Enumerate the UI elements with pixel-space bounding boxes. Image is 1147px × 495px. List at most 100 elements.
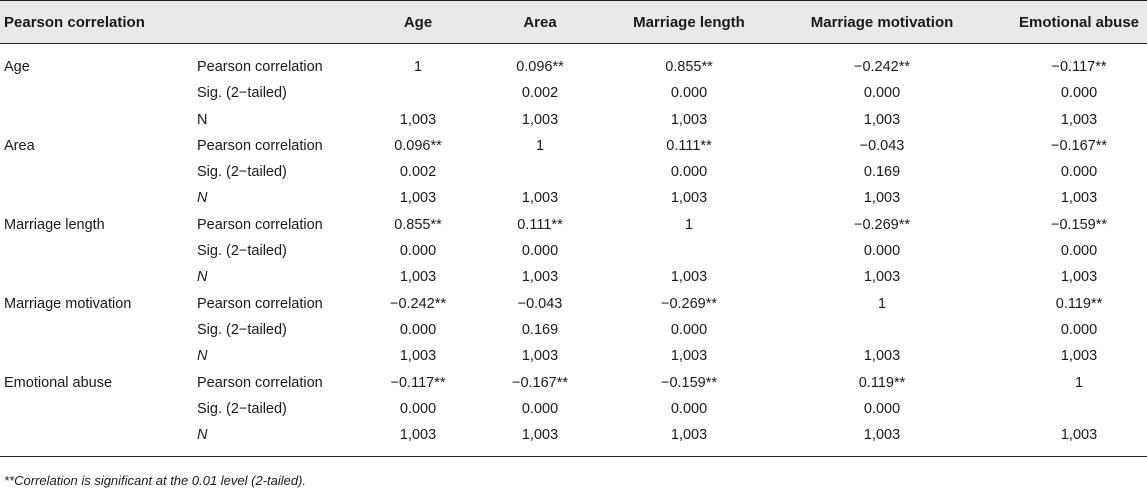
table-cell: 1	[877, 295, 887, 312]
table-cell: −0.159**	[660, 374, 718, 391]
table-body: Age Pearson correlation 1 0.096** 0.855** −0.…	[0, 44, 1147, 448]
table-row: Sig. (2−tailed) 0.000 0.000 0.000 0.000	[0, 238, 1147, 264]
table-cell: −0.242**	[389, 295, 447, 312]
table-cell: 1	[684, 216, 694, 233]
variable-label: Emotional abuse	[4, 374, 113, 391]
table-cell: 1,003	[521, 190, 559, 207]
variable-label: Marriage motivation	[4, 295, 132, 312]
table-cell: −0.269**	[660, 295, 718, 312]
header-marriage-length: Marriage length	[633, 14, 745, 31]
table-bottom-rule	[0, 456, 1147, 458]
table-cell: 0.000	[670, 400, 708, 417]
table-cell: 0.096**	[516, 59, 564, 75]
table-cell: −0.242**	[853, 59, 911, 75]
table-cell: −0.043	[859, 137, 905, 154]
table-cell: 0.000	[1060, 243, 1098, 260]
table-cell: 1,003	[399, 348, 437, 365]
table-cell: 1,003	[863, 348, 901, 365]
table-cell: 0.111**	[517, 216, 563, 233]
statistic-label: N	[197, 190, 208, 207]
table-header: Pearson correlation Age Area Marriage le…	[0, 0, 1147, 44]
table-cell: 0.855**	[665, 59, 713, 75]
table-cell: 0.119**	[1055, 295, 1103, 312]
table-cell: −0.117**	[1051, 59, 1107, 75]
table-cell: 1,003	[521, 427, 559, 444]
variable-label: Marriage length	[4, 216, 105, 233]
table-cell: −0.167**	[1050, 137, 1108, 154]
statistic-label: Sig. (2−tailed)	[197, 85, 287, 102]
table-cell: 1	[413, 59, 423, 75]
table-cell: 0.000	[521, 243, 559, 260]
table-cell: 1,003	[670, 348, 708, 365]
table-cell: 0.000	[1060, 85, 1098, 102]
table-row: Sig. (2−tailed) 0.000 0.169 0.000 0.000	[0, 317, 1147, 343]
table-row: Marriage motivation Pearson correlation −0…	[0, 291, 1147, 317]
table-cell: 1,003	[670, 269, 708, 286]
statistic-label: Pearson correlation	[197, 59, 323, 75]
header-emotional-abuse: Emotional abuse	[1018, 14, 1140, 31]
statistic-label: Sig. (2−tailed)	[197, 400, 287, 417]
table-cell: 0.000	[863, 85, 901, 102]
table-cell: 1,003	[1060, 427, 1098, 444]
table-cell: 1,003	[1060, 348, 1098, 365]
table-row: N 1,003 1,003 1,003 1,003 1,003	[0, 264, 1147, 290]
header-pearson-correlation: Pearson correlation	[4, 14, 145, 31]
table-cell: 0.000	[399, 400, 437, 417]
table-cell: 0.000	[670, 164, 708, 181]
statistic-label: Sig. (2−tailed)	[197, 321, 287, 338]
table-cell: 0.000	[1060, 164, 1098, 181]
table-cell: 0.119**	[858, 374, 906, 391]
statistic-label: Pearson correlation	[197, 374, 323, 391]
table-cell: 0.169	[863, 164, 901, 181]
statistic-label: Sig. (2−tailed)	[197, 243, 287, 260]
header-marriage-motivation: Marriage motivation	[810, 14, 954, 31]
table-cell: 0.096**	[394, 137, 442, 154]
table-cell: 1,003	[670, 111, 708, 128]
statistic-label: Pearson correlation	[197, 137, 323, 154]
table-cell: −0.117**	[390, 374, 446, 391]
table-cell: 0.002	[399, 164, 437, 181]
table-row: Emotional abuse Pearson correlation −0.117…	[0, 370, 1147, 396]
table-cell: 1,003	[1060, 190, 1098, 207]
statistic-label: Pearson correlation	[197, 216, 323, 233]
table-cell: 0.000	[670, 85, 708, 102]
table-row: Age Pearson correlation 1 0.096** 0.855** −0.…	[0, 54, 1147, 80]
statistic-label: N	[197, 348, 208, 365]
table-footnote: **Correlation is significant at the 0.01…	[4, 473, 307, 488]
table-cell: 0.169	[521, 321, 559, 338]
statistic-label: N	[197, 427, 208, 444]
table-row: Sig. (2−tailed) 0.000 0.000 0.000 0.000	[0, 396, 1147, 422]
table-row: N 1,003 1,003 1,003 1,003 1,003	[0, 107, 1147, 133]
table-cell: 0.000	[521, 400, 559, 417]
table-cell: 0.000	[399, 243, 437, 260]
table-cell: 0.000	[1060, 321, 1098, 338]
table-cell: 0.000	[670, 321, 708, 338]
table-cell: 1,003	[863, 269, 901, 286]
statistic-label: Sig. (2−tailed)	[197, 164, 287, 181]
table-cell: 1	[1074, 374, 1084, 391]
table-cell: 0.111**	[666, 137, 712, 154]
variable-label: Age	[4, 59, 30, 75]
table-row: Area Pearson correlation 0.096** 1 0.111** −0…	[0, 133, 1147, 159]
table-cell: 1,003	[670, 427, 708, 444]
table-cell: 1,003	[399, 427, 437, 444]
table-cell: 1,003	[863, 111, 901, 128]
table-cell: 1,003	[399, 111, 437, 128]
table-cell: 1,003	[670, 190, 708, 207]
header-area: Area	[523, 14, 557, 31]
table-cell: −0.167**	[511, 374, 569, 391]
variable-label: Area	[4, 137, 35, 154]
table-row: Sig. (2−tailed) 0.002 0.000 0.000 0.000	[0, 80, 1147, 106]
table-cell: 1,003	[863, 427, 901, 444]
table-row: N 1,003 1,003 1,003 1,003 1,003	[0, 422, 1147, 448]
table-cell: 0.002	[521, 85, 559, 102]
table-cell: 1,003	[863, 190, 901, 207]
table-cell: −0.159**	[1050, 216, 1108, 233]
table-cell: −0.043	[517, 295, 563, 312]
table-cell: 0.855**	[394, 216, 442, 233]
statistic-label: N	[197, 111, 208, 128]
table-cell: 1,003	[399, 269, 437, 286]
table-cell: 1,003	[521, 111, 559, 128]
table-row: Marriage length Pearson correlation 0.855*…	[0, 212, 1147, 238]
table-cell: 1,003	[521, 348, 559, 365]
